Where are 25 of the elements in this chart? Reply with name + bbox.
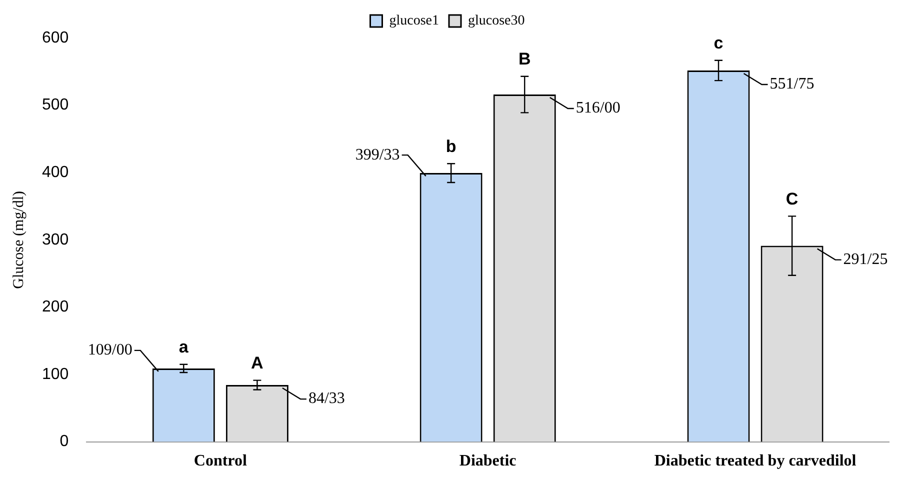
annotation: b	[446, 136, 456, 156]
y-tick-label: 600	[42, 29, 69, 46]
y-tick-label: 100	[42, 366, 69, 383]
y-tick-label: 500	[42, 96, 69, 114]
x-tick-label: Diabetic treated by carvedilol	[654, 452, 857, 470]
annotation: A	[251, 354, 264, 373]
data-label: 109/00	[88, 342, 132, 359]
annotation: B	[518, 50, 531, 69]
data-label: 516/00	[576, 100, 620, 117]
y-tick-label: 300	[42, 231, 69, 248]
data-label: 84/33	[308, 390, 345, 408]
x-tick-label: Diabetic	[459, 452, 516, 470]
annotation: C	[786, 189, 798, 208]
y-axis-title: Glucose (mg/dl)	[10, 190, 27, 289]
y-tick-label: 0	[60, 433, 69, 450]
legend-label: glucose1	[389, 14, 439, 29]
data-label: 551/75	[770, 76, 814, 93]
annotation: a	[178, 338, 189, 357]
y-tick-label: 400	[42, 164, 69, 182]
y-tick-label: 200	[42, 298, 69, 316]
data-label: 291/25	[843, 250, 888, 268]
annotation: c	[714, 34, 724, 53]
x-tick-label: Control	[194, 452, 248, 470]
legend-label: glucose30	[468, 14, 525, 29]
data-label: 399/33	[355, 146, 400, 164]
